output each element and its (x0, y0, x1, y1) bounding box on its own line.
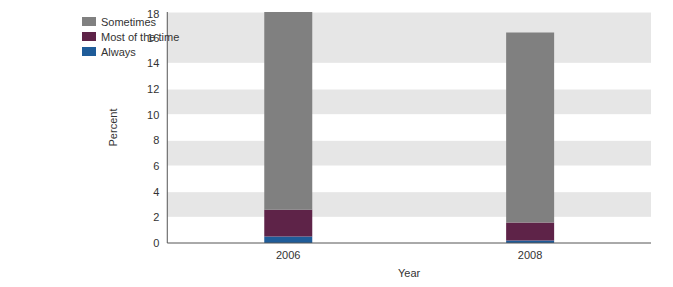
svg-text:2: 2 (153, 211, 159, 223)
svg-text:0: 0 (153, 237, 159, 249)
svg-text:16: 16 (147, 32, 159, 44)
svg-text:Year: Year (398, 267, 421, 279)
svg-text:10: 10 (147, 109, 159, 121)
svg-text:2006: 2006 (276, 249, 300, 261)
svg-text:6: 6 (153, 160, 159, 172)
svg-text:14: 14 (147, 57, 159, 69)
svg-text:18: 18 (147, 8, 159, 20)
svg-text:2008: 2008 (518, 249, 542, 261)
svg-text:8: 8 (153, 134, 159, 146)
svg-text:12: 12 (147, 83, 159, 95)
svg-text:Percent: Percent (107, 109, 119, 147)
svg-text:4: 4 (153, 186, 159, 198)
